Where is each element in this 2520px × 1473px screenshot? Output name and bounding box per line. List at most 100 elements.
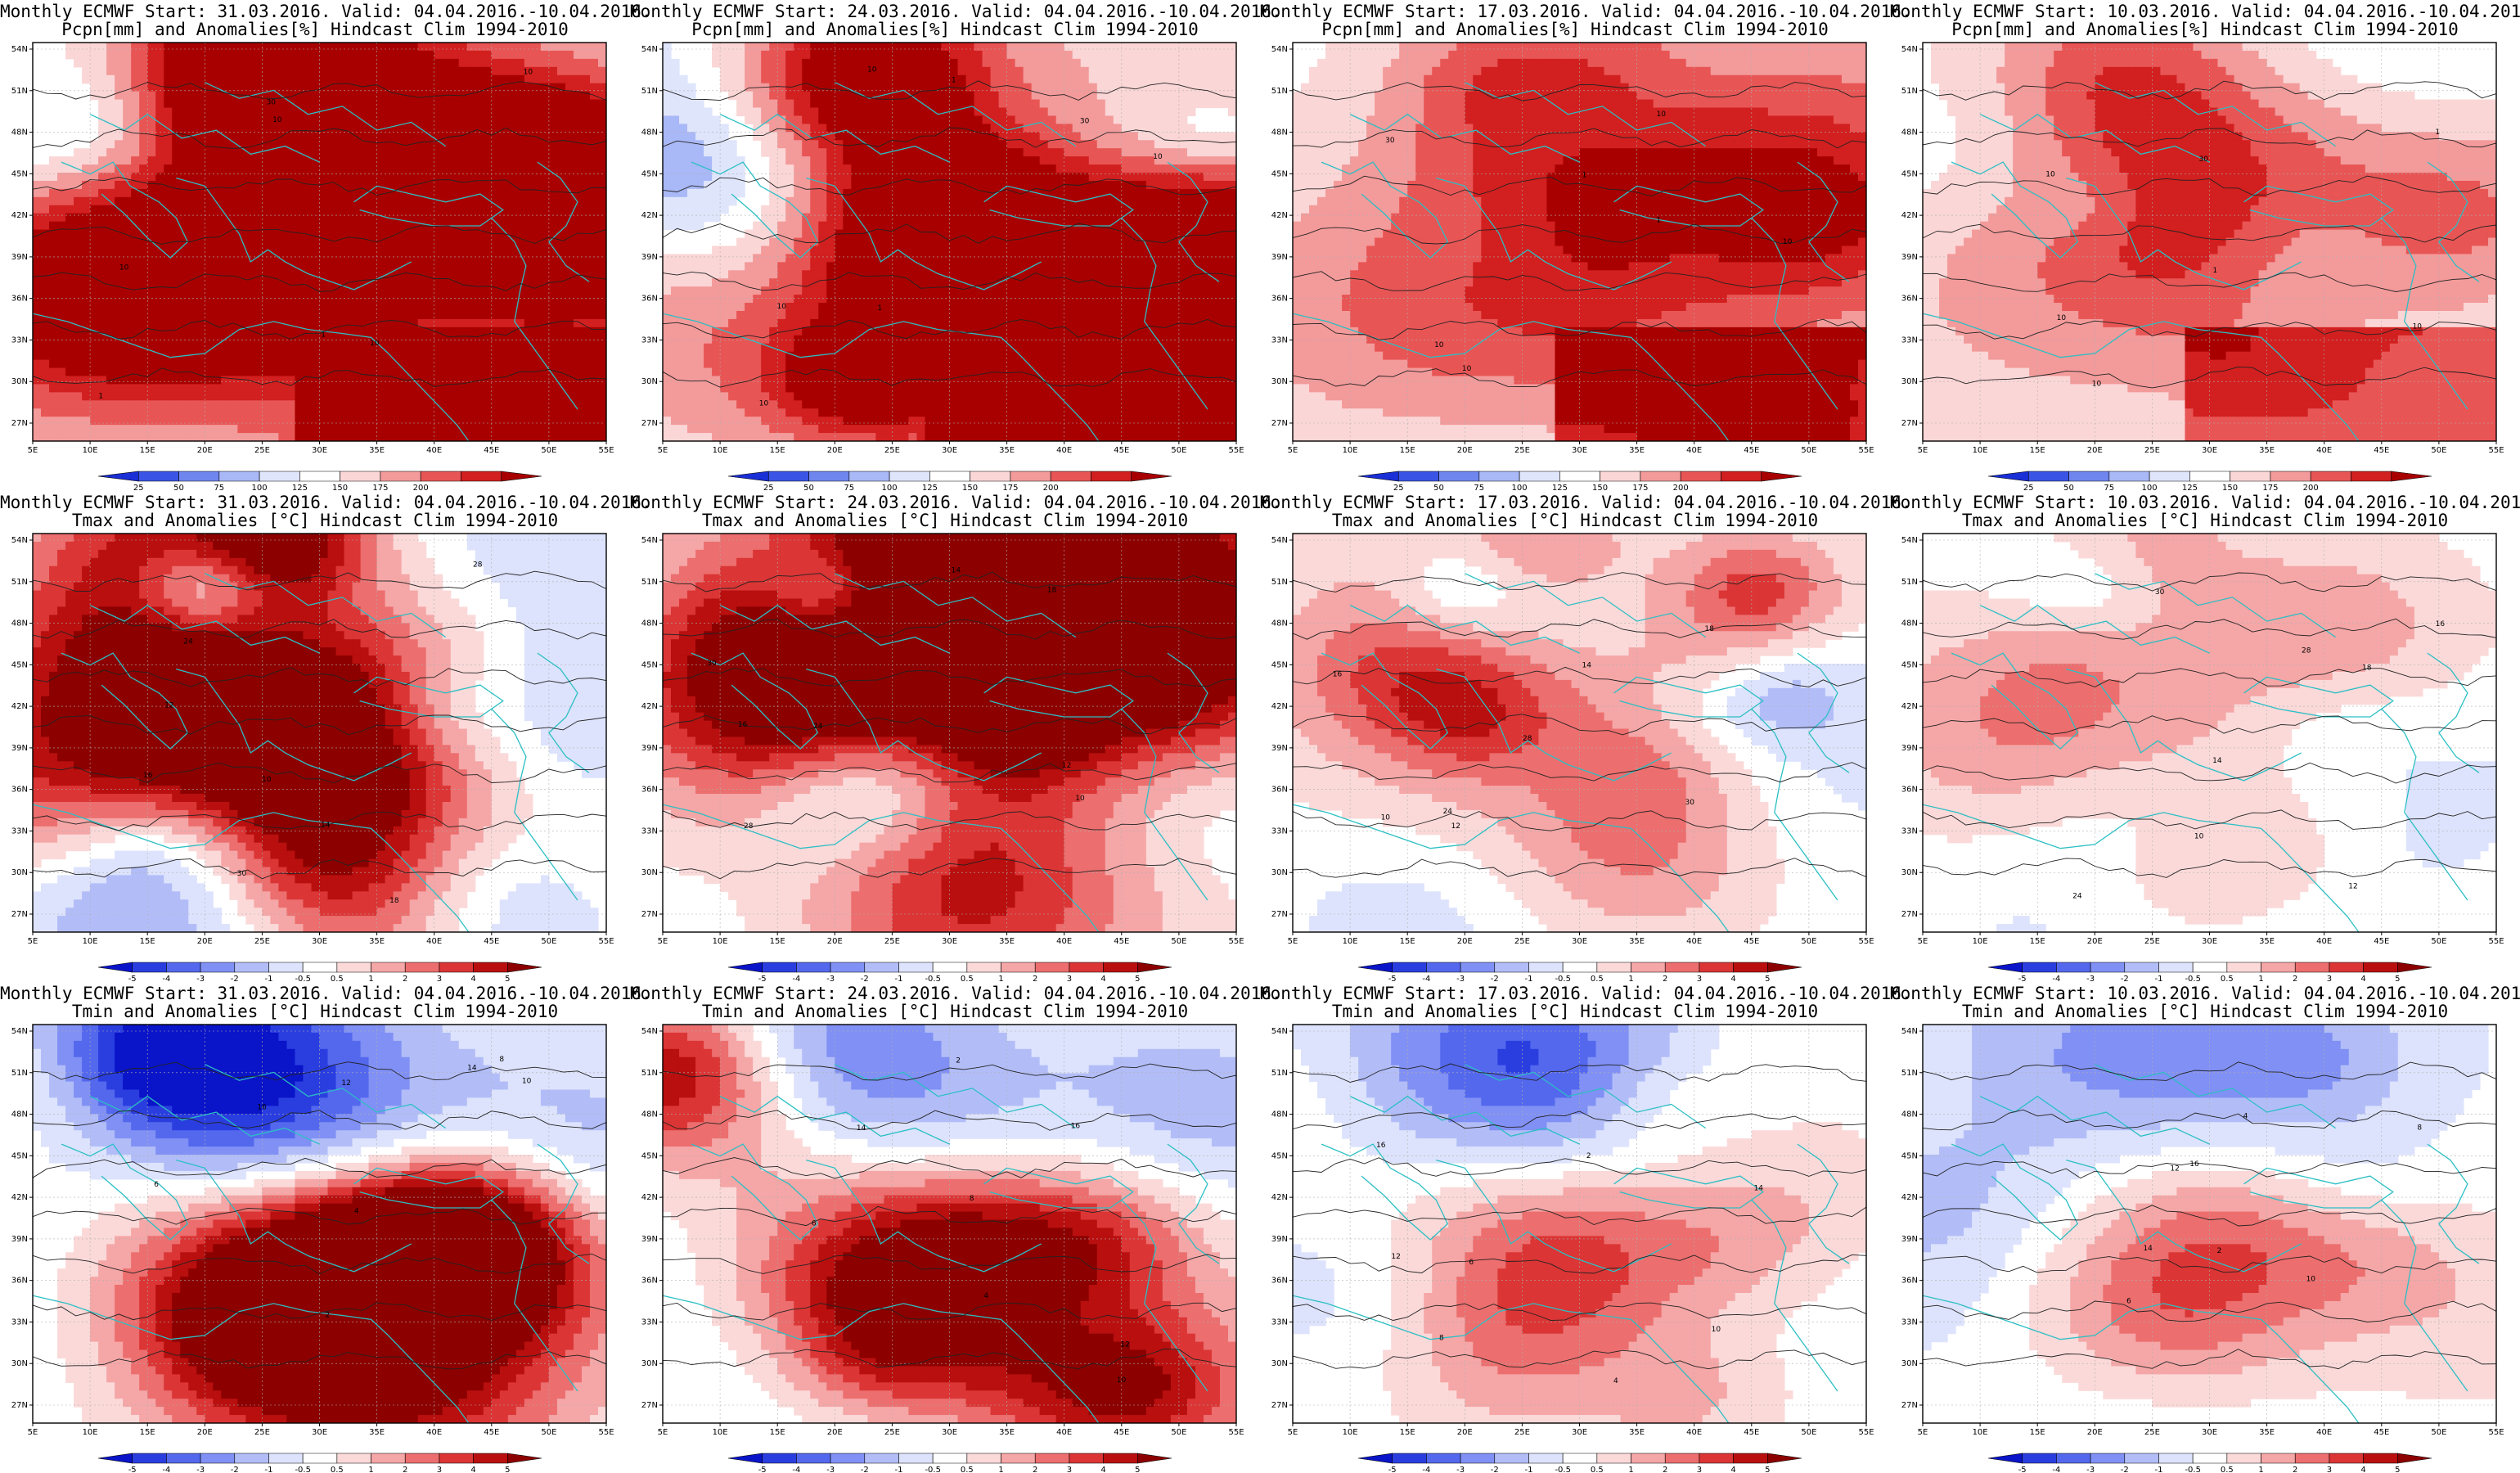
anomaly-cell <box>213 99 222 109</box>
anomaly-cell <box>704 124 713 133</box>
anomaly-cell <box>90 221 99 231</box>
anomaly-cell <box>679 91 688 101</box>
anomaly-cell <box>33 286 42 295</box>
anomaly-cell <box>884 221 893 231</box>
anomaly-cell <box>262 254 272 263</box>
anomaly-cell <box>466 318 476 328</box>
anomaly-cell <box>82 246 91 255</box>
anomaly-cell <box>172 173 181 182</box>
anomaly-cell <box>335 66 345 76</box>
anomaly-cell <box>360 213 370 223</box>
anomaly-cell <box>859 124 868 133</box>
anomaly-cell <box>425 91 435 101</box>
anomaly-cell <box>254 43 263 52</box>
anomaly-cell <box>483 173 493 182</box>
anomaly-cell <box>565 384 574 393</box>
anomaly-cell <box>311 205 321 214</box>
anomaly-cell <box>172 237 181 247</box>
anomaly-cell <box>360 425 370 434</box>
anomaly-cell <box>884 213 893 223</box>
anomaly-cell <box>515 343 525 353</box>
anomaly-cell <box>352 246 362 255</box>
anomaly-cell <box>245 246 254 255</box>
anomaly-cell <box>826 205 835 214</box>
anomaly-cell <box>573 417 583 426</box>
anomaly-cell <box>458 392 468 401</box>
anomaly-cell <box>826 229 835 239</box>
anomaly-cell <box>1015 99 1024 109</box>
anomaly-cell <box>573 335 583 345</box>
anomaly-cell <box>311 132 321 141</box>
anomaly-cell <box>229 295 238 304</box>
anomaly-cell <box>123 376 132 385</box>
anomaly-cell <box>720 50 729 60</box>
anomaly-cell <box>1080 148 1090 157</box>
anomaly-cell <box>376 196 386 206</box>
anomaly-cell <box>237 148 246 157</box>
anomaly-cell <box>262 107 272 117</box>
anomaly-cell <box>49 376 58 385</box>
anomaly-cell <box>548 237 558 247</box>
anomaly-cell <box>1162 221 1172 231</box>
anomaly-cell <box>532 43 542 52</box>
anomaly-cell <box>540 376 550 385</box>
anomaly-cell <box>1211 50 1221 60</box>
anomaly-cell <box>319 99 329 109</box>
anomaly-cell <box>483 196 493 206</box>
anomaly-cell <box>1154 43 1163 52</box>
anomaly-cell <box>98 384 107 393</box>
anomaly-cell <box>1064 173 1073 182</box>
anomaly-cell <box>941 140 951 149</box>
anomaly-cell <box>581 367 591 377</box>
anomaly-cell <box>98 270 107 279</box>
anomaly-cell <box>106 173 115 182</box>
anomaly-cell <box>491 270 501 279</box>
anomaly-cell <box>581 83 591 92</box>
anomaly-cell <box>933 50 943 60</box>
anomaly-cell <box>499 392 509 401</box>
anomaly-cell <box>360 205 370 214</box>
anomaly-cell <box>671 148 680 157</box>
anomaly-cell <box>515 91 525 101</box>
anomaly-cell <box>303 392 313 401</box>
anomaly-cell <box>1031 221 1041 231</box>
anomaly-cell <box>155 384 164 393</box>
anomaly-cell <box>1178 221 1188 231</box>
anomaly-cell <box>785 43 794 52</box>
anomaly-cell <box>123 107 132 117</box>
anomaly-cell <box>196 164 205 173</box>
anomaly-cell <box>335 237 345 247</box>
anomaly-cell <box>532 205 542 214</box>
anomaly-cell <box>941 229 951 239</box>
anomaly-cell <box>900 74 910 84</box>
anomaly-cell <box>1121 156 1131 165</box>
anomaly-cell <box>425 417 435 426</box>
anomaly-cell <box>532 417 542 426</box>
anomaly-cell <box>974 107 983 117</box>
anomaly-cell <box>1145 221 1155 231</box>
anomaly-cell <box>303 295 313 304</box>
anomaly-cell <box>49 196 58 206</box>
anomaly-cell <box>810 83 819 92</box>
anomaly-cell <box>597 278 606 287</box>
anomaly-cell <box>1055 99 1065 109</box>
anomaly-cell <box>835 99 844 109</box>
anomaly-cell <box>319 58 329 68</box>
anomaly-cell <box>712 148 721 157</box>
anomaly-cell <box>278 400 288 409</box>
anomaly-cell <box>155 295 164 304</box>
anomaly-cell <box>180 295 189 304</box>
anomaly-cell <box>826 66 835 76</box>
anomaly-cell <box>524 43 533 52</box>
anomaly-cell <box>794 50 803 60</box>
anomaly-cell <box>270 140 280 149</box>
anomaly-cell <box>679 124 688 133</box>
anomaly-cell <box>376 310 386 320</box>
anomaly-cell <box>278 213 288 223</box>
anomaly-cell <box>491 376 501 385</box>
anomaly-cell <box>434 303 443 312</box>
anomaly-cell <box>1113 180 1123 190</box>
anomaly-cell <box>425 327 435 336</box>
anomaly-cell <box>245 50 254 60</box>
anomaly-cell <box>1211 132 1221 141</box>
